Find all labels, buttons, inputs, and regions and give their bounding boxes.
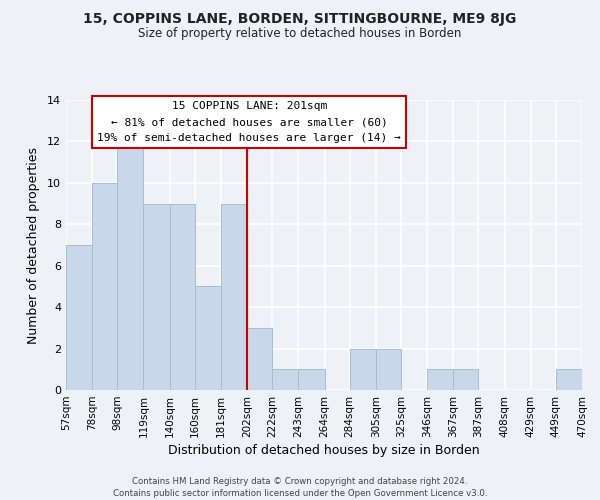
Bar	[350, 348, 376, 390]
Bar	[66, 245, 92, 390]
Bar	[221, 204, 247, 390]
Y-axis label: Number of detached properties: Number of detached properties	[27, 146, 40, 344]
Text: 15 COPPINS LANE: 201sqm
← 81% of detached houses are smaller (60)
19% of semi-de: 15 COPPINS LANE: 201sqm ← 81% of detache…	[97, 102, 401, 142]
Bar	[376, 348, 401, 390]
Text: Size of property relative to detached houses in Borden: Size of property relative to detached ho…	[139, 28, 461, 40]
Bar	[92, 183, 117, 390]
Bar	[143, 204, 170, 390]
Bar	[556, 370, 582, 390]
Bar	[298, 370, 325, 390]
Text: 15, COPPINS LANE, BORDEN, SITTINGBOURNE, ME9 8JG: 15, COPPINS LANE, BORDEN, SITTINGBOURNE,…	[83, 12, 517, 26]
Bar	[170, 204, 194, 390]
Bar	[272, 370, 298, 390]
Bar	[117, 142, 143, 390]
Text: Contains public sector information licensed under the Open Government Licence v3: Contains public sector information licen…	[113, 489, 487, 498]
Bar	[194, 286, 221, 390]
Bar	[454, 370, 478, 390]
Bar	[247, 328, 272, 390]
Bar	[427, 370, 454, 390]
Text: Contains HM Land Registry data © Crown copyright and database right 2024.: Contains HM Land Registry data © Crown c…	[132, 478, 468, 486]
X-axis label: Distribution of detached houses by size in Borden: Distribution of detached houses by size …	[168, 444, 480, 457]
